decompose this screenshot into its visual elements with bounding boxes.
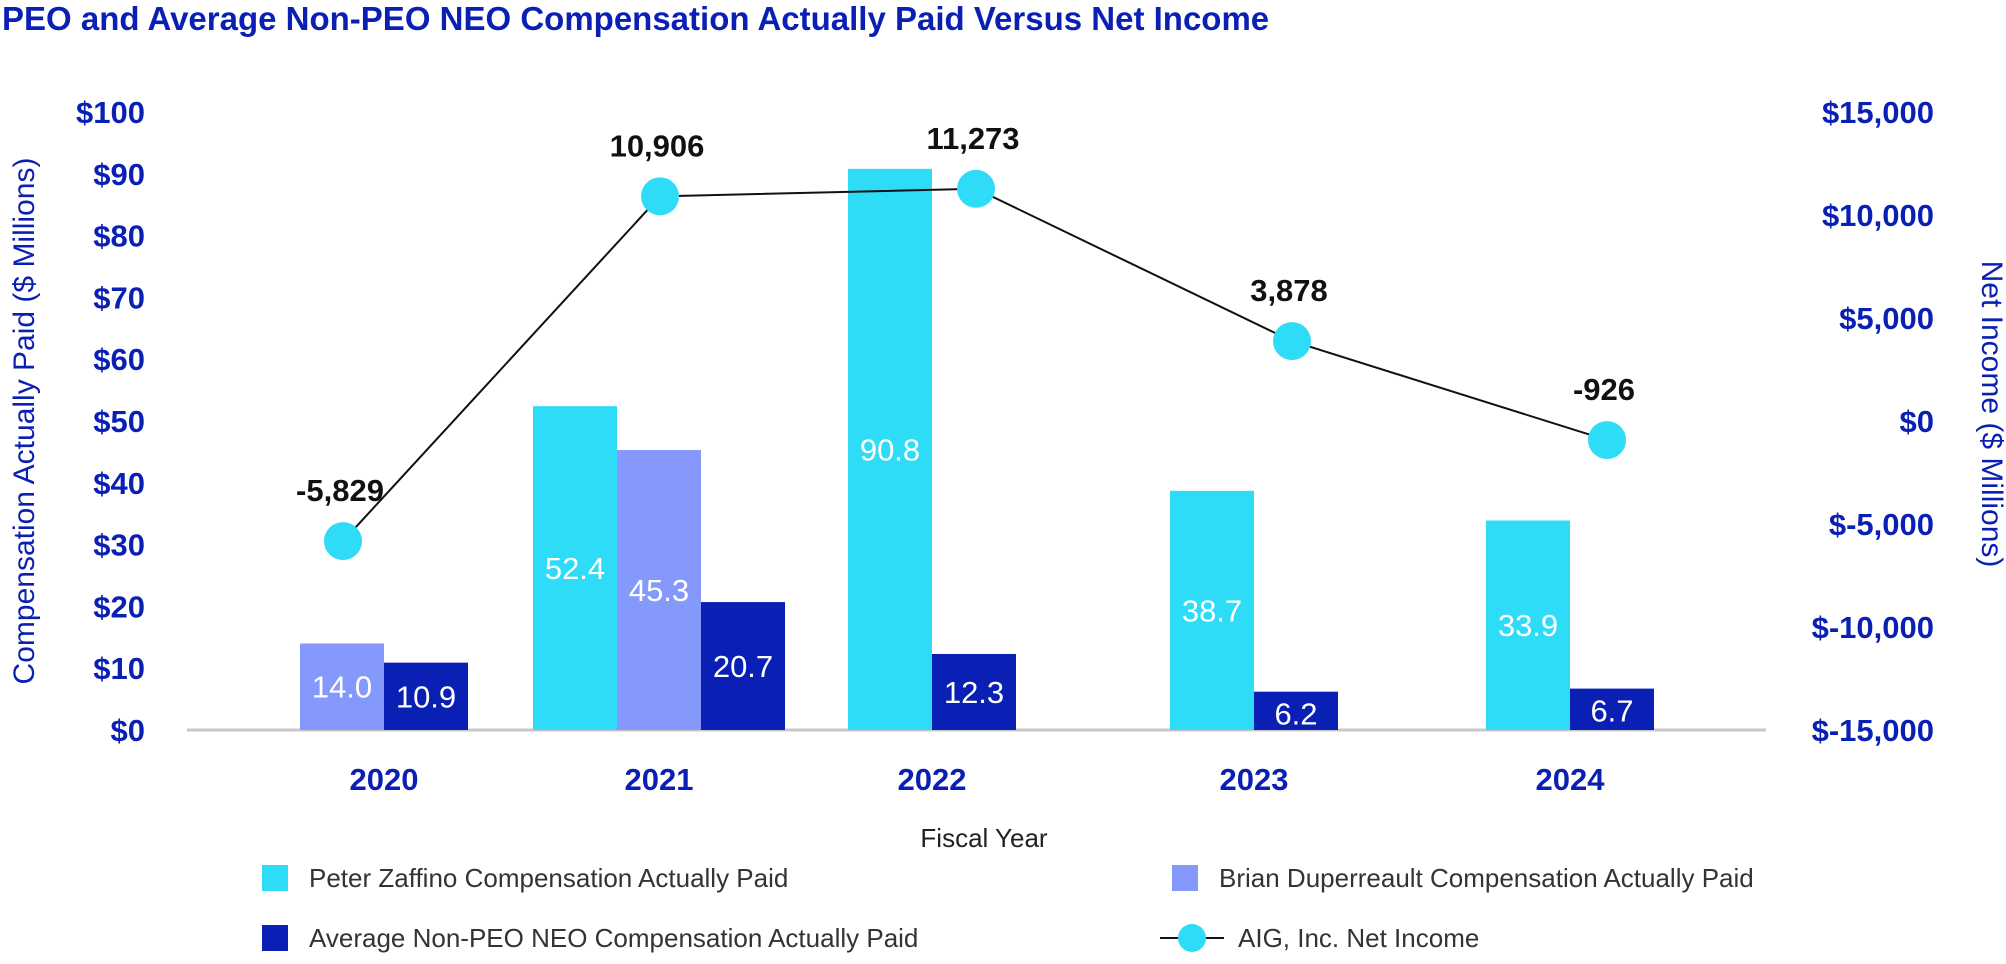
- y-axis-right: $-15,000 $-10,000 $-5,000 $0 $5,000 $10,000 $1…: [1812, 95, 1934, 748]
- y-tick-label-left: $60: [93, 342, 145, 377]
- bar-data-label: 90.8: [860, 432, 920, 467]
- bar-data-label: 10.9: [396, 679, 456, 714]
- y-tick-label-left: $10: [93, 651, 145, 686]
- legend-swatch: [262, 925, 288, 951]
- x-axis: 2020 2021 2022 2023 2024: [350, 762, 1606, 797]
- y-tick-label-left: $0: [111, 713, 145, 748]
- bar-data-label: 12.3: [944, 675, 1004, 710]
- y-tick-label-right: $-5,000: [1829, 507, 1934, 542]
- y-tick-label-right: $10,000: [1822, 198, 1934, 233]
- y-tick-label-left: $100: [76, 95, 145, 130]
- bar-data-label: 33.9: [1498, 608, 1558, 643]
- net-income-line-path: [342, 187, 1608, 542]
- y-tick-label-left: $20: [93, 589, 145, 624]
- bar-data-label: 14.0: [312, 670, 372, 705]
- bar-labels: 14.0 10.9 52.4 45.3 20.7 90.8 12.3 38.7 6.2 33.9 6…: [312, 432, 1634, 731]
- legend-marker: [1178, 924, 1206, 952]
- y-tick-label-right: $-10,000: [1812, 610, 1934, 645]
- y-tick-label-left: $90: [93, 157, 145, 192]
- y-tick-label-left: $80: [93, 219, 145, 254]
- legend-label: Brian Duperreault Compensation Actually …: [1219, 863, 1754, 893]
- bar-data-label: 6.7: [1590, 694, 1633, 729]
- net-income-point: [641, 177, 679, 216]
- legend-label: Average Non-PEO NEO Compensation Actuall…: [309, 923, 918, 953]
- net-income-label: 10,906: [610, 128, 705, 163]
- legend: Peter Zaffino Compensation Actually Paid…: [262, 863, 1754, 953]
- net-income-point: [1273, 322, 1311, 361]
- y-axis-left: $0 $10 $20 $30 $40 $50 $60 $70 $80 $90 $100: [76, 95, 145, 748]
- legend-label: Peter Zaffino Compensation Actually Paid: [309, 863, 788, 893]
- chart-title: PEO and Average Non-PEO NEO Compensation…: [2, 0, 1270, 37]
- y-axis-title-right: Net Income ($ Millions): [1975, 261, 2006, 568]
- net-income-label: -5,829: [296, 473, 384, 508]
- bar: [1254, 691, 1338, 730]
- x-tick-label: 2021: [625, 762, 694, 797]
- bar-data-label: 6.2: [1274, 697, 1317, 732]
- y-tick-label-left: $50: [93, 404, 145, 439]
- net-income-point: [324, 522, 362, 561]
- x-tick-label: 2023: [1220, 762, 1289, 797]
- bar: [384, 662, 468, 730]
- bar: [1570, 688, 1654, 730]
- bar-data-label: 45.3: [629, 573, 689, 608]
- bar: [848, 168, 932, 730]
- net-income-label: 11,273: [926, 121, 1019, 156]
- y-tick-label-right: $0: [1900, 404, 1934, 439]
- net-income-point: [957, 169, 995, 208]
- y-tick-label-right: $15,000: [1822, 95, 1934, 130]
- y-tick-label-right: $5,000: [1839, 301, 1934, 336]
- bar: [932, 653, 1016, 730]
- bar: [533, 406, 617, 730]
- net-income-label: -926: [1573, 372, 1635, 407]
- y-tick-label-left: $30: [93, 528, 145, 563]
- legend-swatch: [1172, 865, 1198, 891]
- y-tick-label-right: $-15,000: [1812, 713, 1934, 748]
- legend-label: AIG, Inc. Net Income: [1238, 923, 1479, 953]
- x-tick-label: 2024: [1536, 762, 1606, 797]
- bars: [300, 168, 1654, 730]
- y-axis-title-left: Compensation Actually Paid ($ Millions): [8, 158, 41, 685]
- x-tick-label: 2020: [350, 762, 419, 797]
- x-tick-label: 2022: [898, 762, 967, 797]
- bar-data-label: 20.7: [713, 649, 773, 684]
- y-tick-label-left: $70: [93, 280, 145, 315]
- net-income-line: -5,829 10,906 11,273 3,878 -926: [296, 121, 1635, 561]
- bar: [1170, 490, 1254, 730]
- y-tick-label-left: $40: [93, 466, 145, 501]
- bar-data-label: 52.4: [545, 551, 605, 586]
- net-income-label: 3,878: [1250, 273, 1328, 308]
- x-axis-title: Fiscal Year: [920, 823, 1048, 853]
- bar-data-label: 38.7: [1182, 593, 1242, 628]
- bar: [617, 450, 701, 730]
- bar: [701, 602, 785, 730]
- bar: [300, 643, 384, 730]
- net-income-point: [1588, 421, 1626, 460]
- legend-swatch: [262, 865, 288, 891]
- bar: [1486, 520, 1570, 730]
